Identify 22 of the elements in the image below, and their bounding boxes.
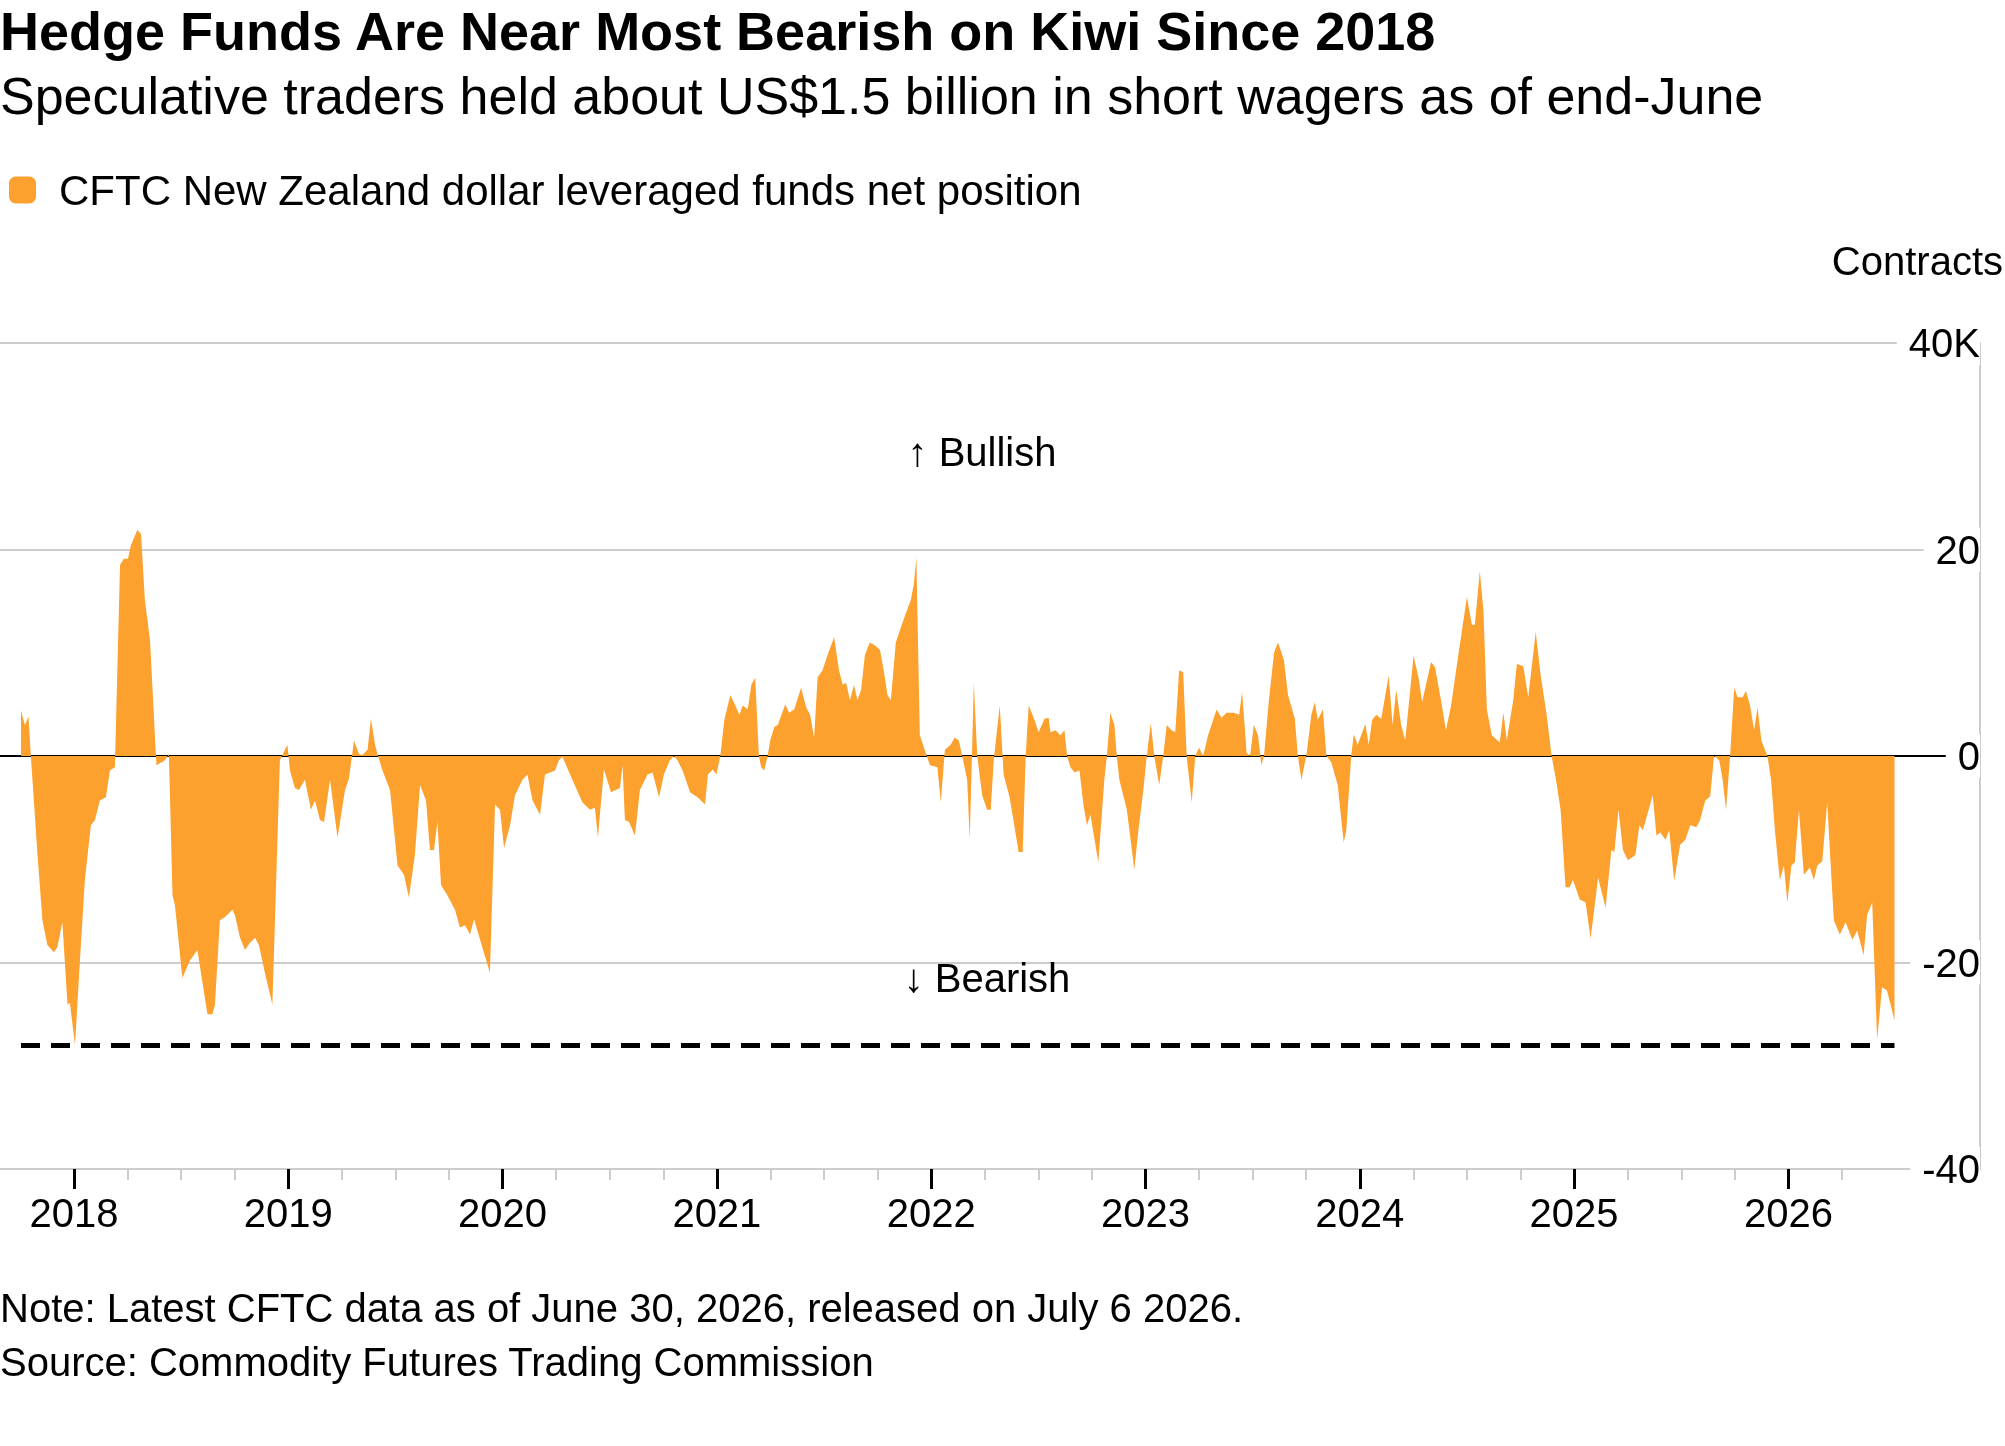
x-tick-label: 2023 [1100, 1191, 1190, 1235]
y-tick-label: -20 [1922, 940, 1980, 985]
text: Note: Latest CFTC data as of June 30, 2026, released on July 6 2026. [0, 1286, 1243, 1330]
annotation: ↓ Bearish [903, 956, 1071, 1000]
x-tick-label: 2024 [1315, 1191, 1405, 1235]
y-tick-label: 40K [1908, 321, 1981, 365]
x-tick-label: 2019 [243, 1191, 333, 1235]
x-tick-label: 2022 [886, 1191, 976, 1235]
chart-subtitle: Speculative traders held about US$1.5 billion in short wagers as of end-June [0, 67, 1764, 125]
y-tick-label: -40 [1922, 1147, 1980, 1191]
chart-title: Hedge Funds Are Near Most Bearish on Kiwi Since 2018 [0, 1, 1436, 61]
legend-label: CFTC New Zealand dollar leveraged funds net position [59, 166, 1082, 214]
annotation: ↑ Bullish [907, 430, 1057, 474]
source-note: Source: Commodity Futures Trading Commission [0, 1340, 874, 1384]
y-tick-label: 20 [1935, 527, 1980, 572]
x-tick-label: 2021 [672, 1191, 762, 1235]
y-tick-label: 0 [1957, 734, 1980, 778]
x-tick-label: 2026 [1743, 1191, 1833, 1235]
x-tick-label: 2018 [29, 1191, 119, 1235]
x-tick-label: 2020 [458, 1191, 548, 1235]
x-tick-label: 2025 [1529, 1191, 1619, 1235]
y-axis-title: Contracts [1831, 239, 2003, 283]
